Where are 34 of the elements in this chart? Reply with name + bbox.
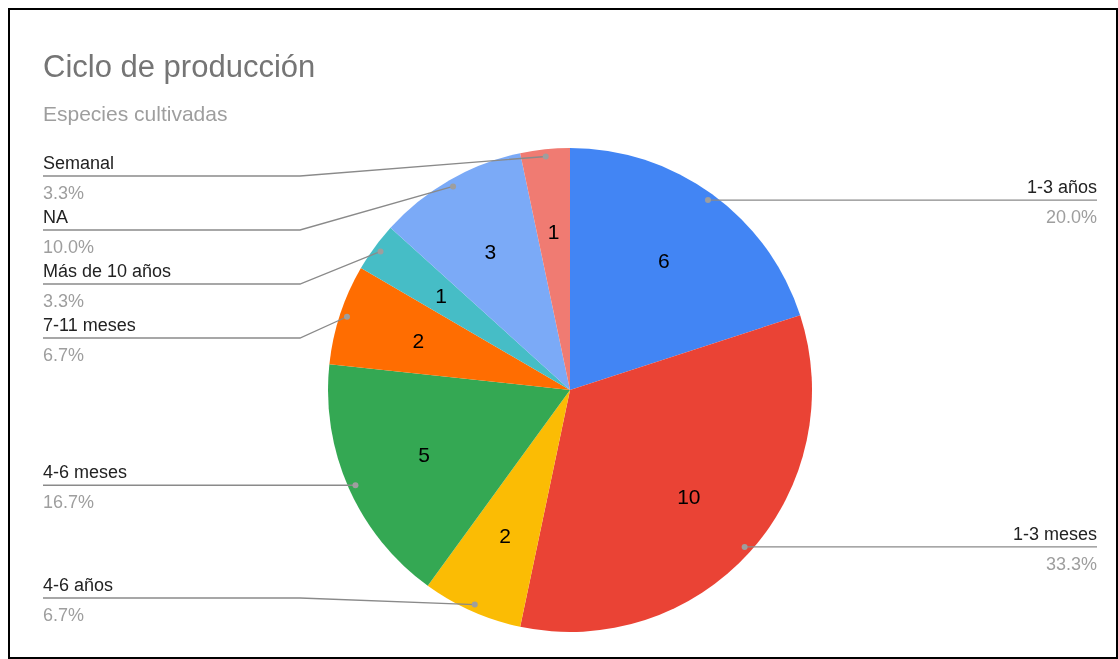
chart-subtitle: Especies cultivadas [43,102,228,125]
slice-label: Semanal [43,153,115,173]
data-label: 16.7% [43,492,95,513]
slice-label: 7-11 meses [43,315,136,335]
text: 5 [418,443,430,467]
data-label: 6.7% [43,605,85,625]
slice-label: 1-3 meses [1012,523,1097,544]
text: 2 [499,524,512,548]
pie-slice [328,364,570,586]
pie-slice [520,315,812,632]
text: 10 [677,485,701,509]
pie-slice [329,268,570,390]
slice-label: Más de 10 años [43,261,172,281]
slice-label: NA [43,207,69,227]
pie-slice [520,148,570,390]
text: 6 [658,249,670,273]
slice-label: 1-3 años [1026,177,1097,198]
data-label: 33.3% [1045,553,1097,574]
data-label: 3.3% [43,291,85,311]
pie-slice [570,148,801,390]
data-label: 10.0% [43,237,95,257]
text: 3 [484,240,497,264]
data-label: 6.7% [43,345,85,365]
pie-slice [390,153,570,390]
text: 1 [435,284,447,308]
text: 2 [412,328,425,352]
data-label: 20.0% [1045,207,1097,228]
pie-slice [427,390,570,627]
pie-slice [360,227,570,390]
chart-title: Ciclo de producción [43,49,316,84]
slice-label: 4-6 meses [43,462,128,483]
text: 1 [547,219,560,243]
slice-label: 4-6 años [43,575,114,595]
data-label: 3.3% [43,183,85,203]
